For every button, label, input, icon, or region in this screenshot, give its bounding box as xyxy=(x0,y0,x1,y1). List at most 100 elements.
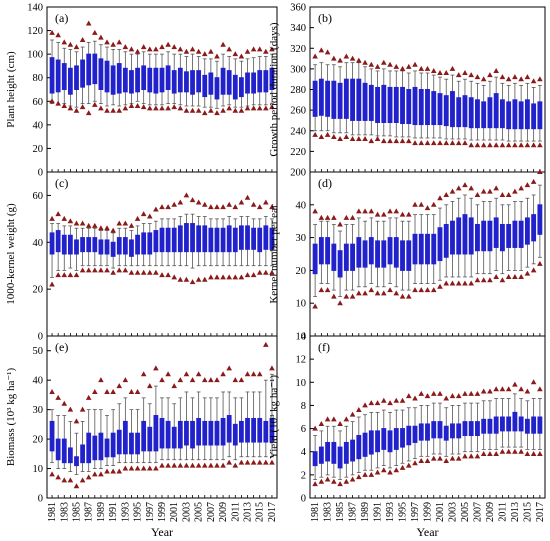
box-2002 xyxy=(177,420,183,449)
outlier-point xyxy=(505,191,512,197)
box-1988 xyxy=(356,237,362,268)
box-1982 xyxy=(318,237,324,265)
outlier-point xyxy=(487,188,493,194)
box-1985 xyxy=(337,82,343,119)
outlier-point xyxy=(437,390,443,396)
outlier-point xyxy=(518,386,524,392)
outlier-point xyxy=(177,105,184,111)
outlier-point xyxy=(530,142,537,148)
box-1990 xyxy=(368,237,374,265)
box-2012 xyxy=(506,223,512,248)
outlier-point xyxy=(165,204,171,210)
outlier-point xyxy=(412,61,418,67)
panel-b: 200 220 240 260 280 300 320 340 360 Growth period… xyxy=(268,3,546,179)
outlier-point xyxy=(418,390,425,396)
box-1990 xyxy=(104,60,110,93)
outlier-point xyxy=(430,287,437,293)
outlier-point xyxy=(55,32,61,38)
outlier-point xyxy=(263,199,269,205)
y-tick-label: 50 xyxy=(33,346,44,357)
box-2012 xyxy=(506,101,512,130)
outlier-point xyxy=(462,140,468,146)
box-1993 xyxy=(122,237,128,255)
outlier-point xyxy=(312,208,318,214)
box-1989 xyxy=(98,239,104,255)
panel-label: (c) xyxy=(55,176,68,190)
box-1999 xyxy=(159,417,165,449)
box-2002 xyxy=(177,67,183,93)
y-tick-label: 10 xyxy=(296,299,307,310)
box-2001 xyxy=(437,93,443,126)
outlier-point xyxy=(104,267,110,273)
x-tick-label: 1989 xyxy=(360,502,371,522)
outlier-point xyxy=(183,192,190,198)
outlier-point xyxy=(195,48,202,54)
outlier-point xyxy=(220,371,226,377)
outlier-point xyxy=(165,272,171,278)
outlier-point xyxy=(480,142,487,148)
outlier-point xyxy=(312,481,318,487)
x-tick-label: 1985 xyxy=(335,502,346,522)
outlier-point xyxy=(412,460,418,466)
outlier-point xyxy=(437,455,443,461)
box-1990 xyxy=(104,239,110,255)
outlier-point xyxy=(92,29,98,35)
x-tick-label: 2009 xyxy=(485,502,496,522)
outlier-point xyxy=(171,274,178,280)
outlier-point xyxy=(324,287,331,293)
box-2001 xyxy=(171,426,177,449)
outlier-point xyxy=(208,462,214,468)
outlier-point xyxy=(412,395,418,401)
box-1999 xyxy=(425,233,430,265)
y-tick-label: 340 xyxy=(290,23,306,34)
outlier-point xyxy=(324,131,331,137)
outlier-point xyxy=(104,225,110,231)
outlier-point xyxy=(256,204,263,210)
outlier-point xyxy=(128,103,135,108)
outlier-point xyxy=(110,41,116,47)
outlier-point xyxy=(468,185,475,191)
outlier-point xyxy=(487,72,493,78)
box-2005 xyxy=(196,225,202,253)
y-tick-label: 140 xyxy=(27,3,43,14)
box-2004 xyxy=(190,223,195,253)
box-1995 xyxy=(135,67,140,93)
box-2015 xyxy=(257,417,263,443)
outlier-point xyxy=(455,280,462,286)
box-2005 xyxy=(196,417,202,446)
outlier-point xyxy=(430,390,437,396)
outlier-point xyxy=(98,471,104,477)
outlier-point xyxy=(244,272,251,278)
box-2008 xyxy=(214,227,220,253)
outlier-point xyxy=(468,280,475,286)
x-tick-label: 1987 xyxy=(84,502,95,522)
y-tick-label: 20 xyxy=(33,435,44,446)
outlier-point xyxy=(524,451,531,457)
outlier-point xyxy=(430,201,437,207)
x-tick-label: 1983 xyxy=(323,502,334,522)
outlier-point xyxy=(455,72,462,78)
x-tick-label: 2015 xyxy=(522,502,533,522)
outlier-point xyxy=(122,377,129,383)
box-2008 xyxy=(481,418,487,434)
outlier-point xyxy=(201,377,208,383)
box-1981 xyxy=(49,232,55,255)
box-1994 xyxy=(129,239,134,257)
box-1982 xyxy=(318,446,324,464)
outlier-point xyxy=(244,48,251,54)
outlier-point xyxy=(312,53,318,59)
outlier-point xyxy=(116,39,123,45)
outlier-point xyxy=(104,468,110,474)
box-1986 xyxy=(80,444,85,464)
box-2010 xyxy=(226,225,232,253)
outlier-point xyxy=(232,377,239,383)
y-axis-label: Yield (10³ kg ha⁻¹) xyxy=(268,375,280,460)
box-1988 xyxy=(92,435,98,461)
box-2016 xyxy=(263,420,269,443)
box-1988 xyxy=(356,435,362,460)
outlier-point xyxy=(505,76,512,82)
outlier-point xyxy=(67,477,74,483)
box-1987 xyxy=(350,243,356,271)
